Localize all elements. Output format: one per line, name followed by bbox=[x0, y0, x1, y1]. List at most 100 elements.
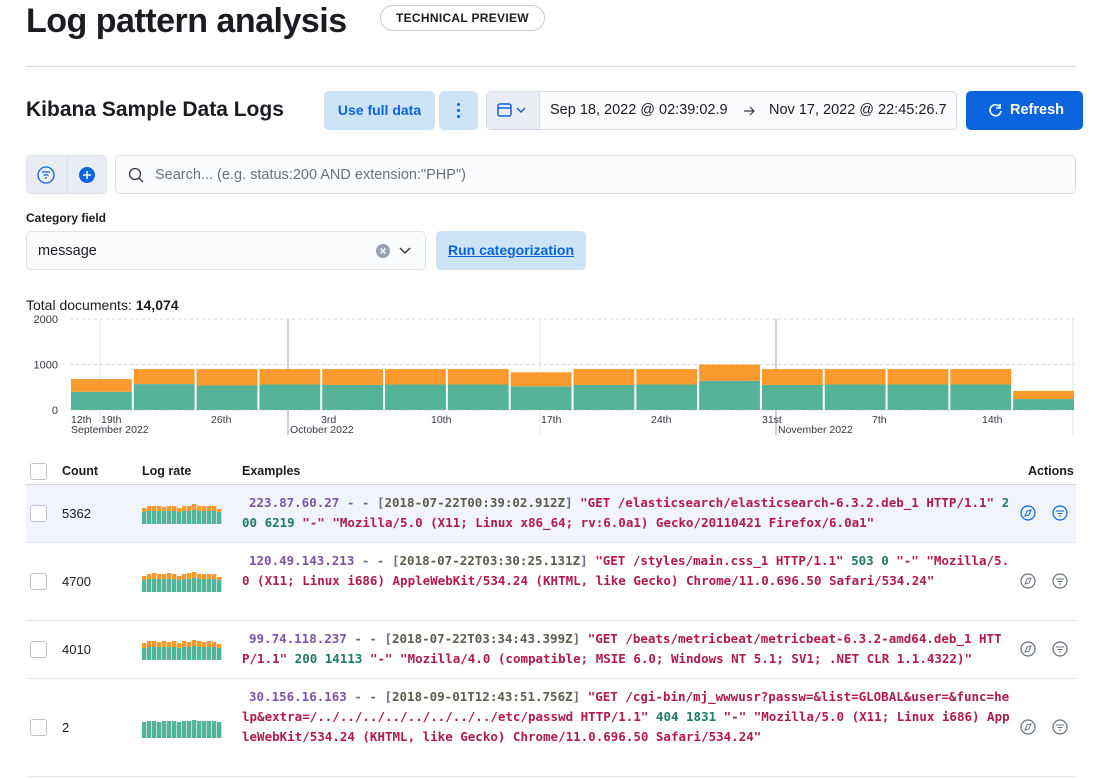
example-token: - - [ bbox=[346, 689, 392, 704]
x-group-label: September 2022 bbox=[71, 424, 149, 436]
x-tick-label: 19th bbox=[101, 414, 122, 426]
log-rate-bar bbox=[202, 647, 207, 660]
run-categorization-button[interactable]: Run categorization bbox=[436, 231, 586, 270]
log-rate-bar bbox=[187, 642, 192, 647]
bar-segment bbox=[196, 385, 258, 410]
checkbox[interactable] bbox=[30, 719, 47, 736]
view-icon[interactable] bbox=[1020, 505, 1036, 521]
log-rate-bar bbox=[177, 580, 182, 592]
column-header: Count bbox=[62, 464, 99, 478]
category-select[interactable]: message bbox=[26, 231, 426, 270]
log-rate-bar bbox=[197, 574, 202, 579]
bar-segment bbox=[1013, 399, 1074, 410]
example-token: "GET /styles/main.css_1 HTTP/1.1" bbox=[595, 553, 844, 568]
example-token: ] bbox=[580, 553, 596, 568]
end-date[interactable]: Nov 17, 2022 @ 22:45:26.7 bbox=[769, 102, 947, 118]
view-icon-needle bbox=[1024, 509, 1032, 517]
log-rate-bar bbox=[217, 509, 222, 512]
view-icon[interactable] bbox=[1020, 641, 1036, 657]
log-rate-bar bbox=[172, 579, 177, 592]
index-title: Kibana Sample Data Logs bbox=[26, 98, 284, 121]
calendar-button[interactable] bbox=[487, 92, 540, 129]
column-header: Log rate bbox=[142, 464, 192, 478]
x-tick-label: 14th bbox=[982, 414, 1003, 426]
bar-segment bbox=[133, 384, 195, 410]
bar-segment bbox=[259, 369, 321, 385]
log-rate bbox=[142, 504, 222, 524]
filter-icon[interactable] bbox=[1052, 641, 1068, 657]
example-token: "GET /elasticsearch/elasticsearch-6.3.2.… bbox=[580, 495, 995, 510]
log-rate-bar bbox=[177, 643, 182, 648]
log-rate-bar bbox=[152, 573, 157, 579]
log-rate-bar bbox=[177, 512, 182, 524]
filter-icons bbox=[37, 156, 95, 193]
example: 120.49.143.213 - - [2018-07-22T03:30:25.… bbox=[242, 551, 1012, 591]
example-token: ] bbox=[572, 631, 588, 646]
view-icon[interactable] bbox=[1020, 719, 1036, 735]
actions bbox=[1020, 505, 1068, 521]
table-row[interactable]: 5362 223.87.60.27 - - [2018-07-22T00:39:0… bbox=[26, 485, 1076, 543]
log-rate-bar bbox=[182, 647, 187, 660]
log-rate-bar bbox=[197, 641, 202, 647]
count: 4010 bbox=[62, 642, 91, 657]
log-rate-bar bbox=[147, 647, 152, 660]
dots-icon bbox=[457, 103, 460, 118]
log-rate-bar bbox=[172, 574, 177, 579]
total-value: 14,074 bbox=[135, 297, 179, 313]
view-icon[interactable] bbox=[1020, 573, 1036, 589]
bar-segment bbox=[761, 384, 823, 410]
log-rate-bar bbox=[202, 506, 207, 511]
log-rate-bar bbox=[142, 508, 147, 512]
filter-icon-lines bbox=[1056, 510, 1064, 517]
search-bar[interactable]: Search... (e.g. status:200 AND extension… bbox=[115, 155, 1076, 194]
filter-icon[interactable] bbox=[1052, 505, 1068, 521]
log-rate-bar bbox=[187, 579, 192, 592]
refresh-button[interactable]: Refresh bbox=[966, 91, 1083, 130]
bar-segment bbox=[322, 384, 384, 410]
log-rate-bar bbox=[147, 506, 152, 511]
log-rate-bar bbox=[157, 722, 162, 738]
x-tick-label: 26th bbox=[211, 414, 232, 426]
example-token: - - [ bbox=[354, 553, 400, 568]
bar-segment bbox=[699, 364, 760, 381]
table-row[interactable]: 4700 120.49.143.213 - - [2018-07-22T03:30… bbox=[26, 543, 1076, 621]
log-rate-bar bbox=[142, 580, 147, 592]
checkbox[interactable] bbox=[30, 573, 47, 590]
example-token: ] bbox=[572, 689, 588, 704]
start-date[interactable]: Sep 18, 2022 @ 02:39:02.9 bbox=[550, 102, 728, 118]
use-full-data-button[interactable]: Use full data bbox=[324, 91, 435, 130]
log-rate-bar bbox=[207, 511, 212, 524]
log-rate-bar bbox=[212, 721, 217, 738]
bar-segment bbox=[385, 384, 446, 410]
checkbox[interactable] bbox=[30, 505, 47, 522]
table-row[interactable]: 4010 99.74.118.237 - - [2018-07-22T03:34:… bbox=[26, 621, 1076, 679]
category-value: message bbox=[38, 243, 97, 259]
filter-icon[interactable] bbox=[1052, 573, 1068, 589]
log-rate-bar bbox=[177, 508, 182, 512]
example-token: 120.49.143.213 bbox=[249, 553, 355, 568]
bar-segment bbox=[447, 384, 509, 410]
more-button[interactable] bbox=[439, 91, 478, 130]
log-rate-bar bbox=[182, 721, 187, 738]
actions bbox=[1020, 719, 1068, 735]
log-rate-bar bbox=[152, 641, 157, 647]
log-rate-bar bbox=[217, 722, 222, 738]
bar-segment bbox=[887, 384, 949, 410]
actions bbox=[1020, 573, 1068, 589]
bar-segment bbox=[636, 369, 698, 385]
checkbox[interactable] bbox=[30, 641, 47, 658]
filter-icon[interactable] bbox=[1052, 719, 1068, 735]
example-token: 2018-07-22T03:34:43.399Z bbox=[392, 631, 573, 646]
table-row[interactable]: 2 30.156.16.163 - - [2018-09-01T12:43:51.… bbox=[26, 679, 1076, 777]
bar-segment bbox=[573, 369, 635, 385]
log-rate-bar bbox=[187, 721, 192, 738]
x-tick-label: 17th bbox=[541, 414, 562, 426]
example-token: "GET /cgi-bin/mj_wwwusr?passw=&list=GLOB… bbox=[242, 689, 1010, 724]
log-rate-bar bbox=[187, 573, 192, 579]
select-icons bbox=[376, 244, 411, 258]
log-rate-bar bbox=[142, 643, 147, 648]
example-token: 99.74.118.237 bbox=[249, 631, 347, 646]
example-token: 200 14113 bbox=[287, 651, 370, 666]
